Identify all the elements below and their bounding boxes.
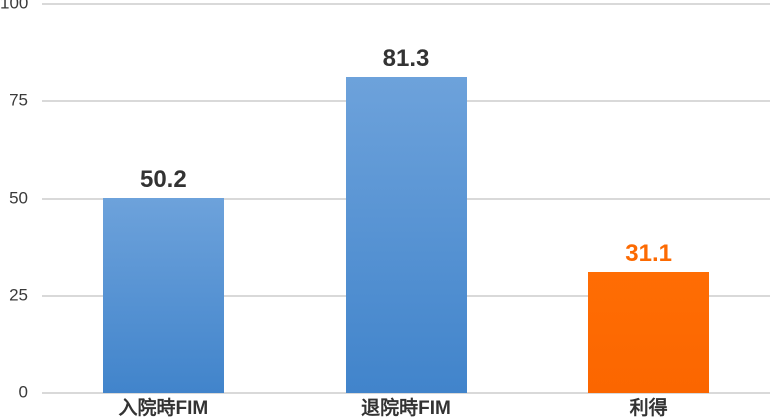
x-axis-category-label: 利得 — [629, 398, 668, 418]
x-axis-category-label: 入院時FIM — [118, 398, 209, 418]
bar-value-label: 50.2 — [139, 165, 187, 193]
gridline-y100 — [42, 3, 770, 5]
y-axis-tick-label: 25 — [9, 285, 28, 305]
y-axis-tick-label: 100 — [0, 0, 29, 13]
bar-value-label: 81.3 — [382, 44, 430, 72]
bar-value-label: 31.1 — [625, 240, 673, 268]
y-axis-tick-label: 50 — [9, 188, 28, 208]
bar-退院時FIM — [345, 76, 467, 393]
gridline-y0 — [42, 392, 770, 394]
y-axis-tick-label: 75 — [9, 90, 28, 110]
bar-利得 — [588, 272, 710, 393]
bar-入院時FIM — [102, 197, 224, 393]
x-axis-category-label: 退院時FIM — [361, 398, 451, 418]
y-axis-tick-label: 0 — [18, 382, 28, 402]
